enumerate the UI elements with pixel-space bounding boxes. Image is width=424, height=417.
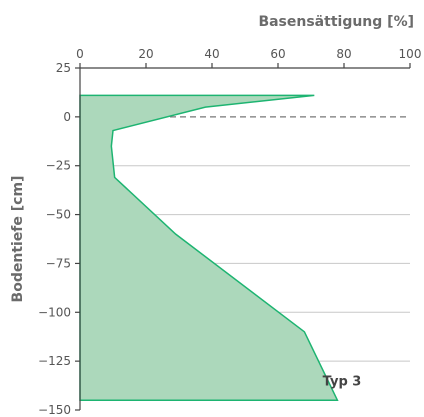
plot-area	[80, 95, 337, 400]
x-tick-label: 100	[399, 47, 422, 61]
series-annotation-label: Typ 3	[323, 375, 362, 390]
y-tick-label: −50	[46, 208, 71, 222]
y-tick-label: −25	[46, 159, 71, 173]
x-tick-label: 40	[204, 47, 219, 61]
y-tick-label: −75	[46, 256, 71, 270]
x-tick-label: 60	[270, 47, 285, 61]
x-ticks: 0 20 40 60 80 100	[76, 47, 421, 68]
y-tick-label: −150	[38, 403, 71, 417]
series-area	[80, 95, 337, 400]
x-tick-label: 0	[76, 47, 84, 61]
y-tick-label: −125	[38, 354, 71, 368]
y-ticks: 25 0 −25 −50 −75 −100 −125 −150	[38, 61, 80, 417]
x-tick-label: 20	[138, 47, 153, 61]
y-tick-label: 25	[56, 61, 71, 75]
y-axis-title: Bodentiefe [cm]	[10, 176, 26, 303]
y-tick-label: 0	[63, 110, 71, 124]
x-axis-title: Basensättigung [%]	[258, 14, 414, 30]
x-tick-label: 80	[336, 47, 351, 61]
y-tick-label: −100	[38, 305, 71, 319]
